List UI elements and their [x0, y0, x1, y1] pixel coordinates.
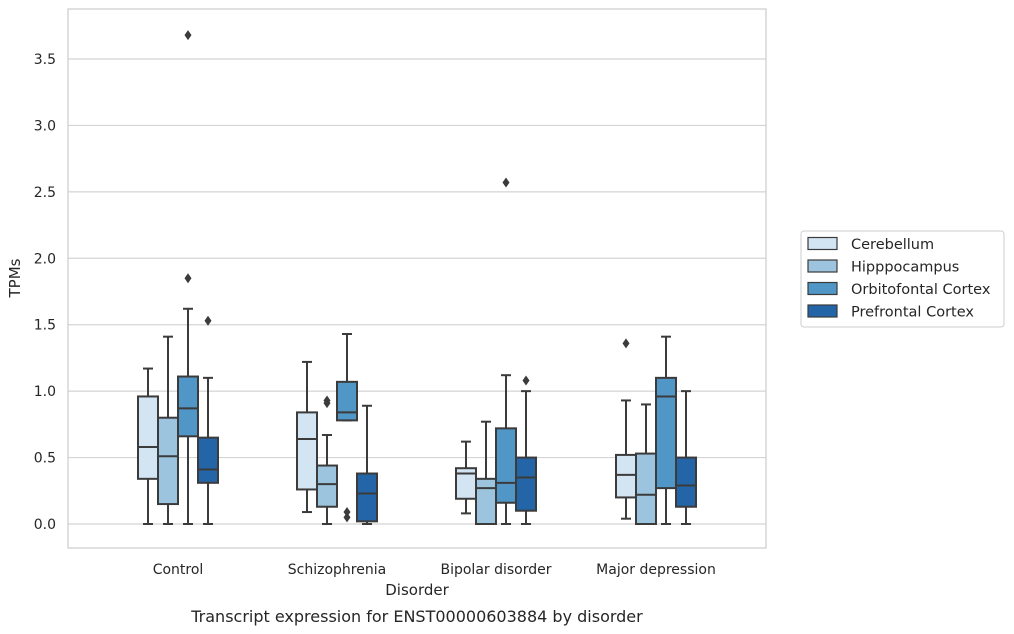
legend-frame [800, 230, 1005, 328]
y-tick-label: 0.0 [34, 517, 56, 533]
y-axis-label: TPMs [6, 258, 24, 298]
legend-entry: Orbitofontal Cortex [807, 281, 991, 298]
legend-swatch [807, 236, 838, 251]
box [336, 333, 358, 523]
series-hipppocampus [157, 335, 657, 526]
box [515, 375, 537, 525]
box-iqr [655, 376, 677, 490]
outlier-point [204, 315, 212, 326]
box-iqr [316, 464, 338, 508]
x-tick-label: Major depression [596, 562, 716, 578]
box [495, 177, 517, 525]
chart-caption: Transcript expression for ENST0000060388… [190, 607, 643, 626]
x-tick-label: Schizophrenia [288, 562, 386, 578]
box [675, 390, 697, 525]
box-iqr [356, 472, 378, 523]
box [177, 30, 199, 525]
y-tick-label: 3.0 [34, 118, 56, 134]
box-iqr [515, 456, 537, 512]
box-iqr [157, 416, 179, 506]
box [655, 335, 677, 525]
outlier-point [343, 507, 351, 518]
outlier-point [323, 395, 331, 406]
box [137, 367, 159, 525]
y-tick-labels: 0.0 0.5 1.0 1.5 2.0 2.5 3.0 3.5 [34, 52, 56, 533]
y-tick-label: 1.0 [34, 384, 56, 400]
box [635, 403, 657, 526]
x-tick-label: Control [153, 562, 204, 578]
legend-swatch [807, 304, 838, 318]
box [197, 315, 219, 525]
y-tick-label: 3.5 [34, 52, 56, 68]
legend: Cerebellum Hipppocampus Orbitofontal Corte… [800, 230, 1005, 328]
legend-label: Prefrontal Cortex [851, 305, 974, 321]
box-iqr [296, 411, 318, 491]
box-iqr [475, 477, 497, 526]
box-iqr [635, 452, 657, 526]
y-tick-label: 2.5 [34, 185, 56, 201]
outlier-point [343, 512, 351, 523]
box-iqr [675, 456, 697, 508]
box [296, 360, 318, 514]
legend-swatch [807, 259, 838, 273]
legend-label: Hipppocampus [851, 260, 959, 276]
outlier-point [522, 375, 530, 386]
x-axis-label: Disorder [385, 581, 449, 599]
legend-swatch [807, 281, 838, 296]
outlier-point [184, 30, 192, 41]
legend-entry: Prefrontal Cortex [807, 304, 974, 321]
outlier-point [622, 338, 630, 349]
box-iqr [137, 395, 159, 480]
plot-area-frame [67, 8, 767, 549]
y-tick-label: 1.5 [34, 318, 56, 334]
legend-entry: Hipppocampus [807, 259, 959, 276]
box [356, 404, 378, 525]
box-iqr [336, 380, 358, 422]
outlier-point [502, 177, 510, 188]
box-iqr [495, 427, 517, 504]
box [316, 395, 338, 525]
outlier-point [184, 273, 192, 284]
series-prefrontal-cortex [197, 315, 697, 525]
legend-label: Cerebellum [851, 237, 934, 253]
series-cerebellum [137, 338, 637, 525]
legend-entry: Cerebellum [807, 236, 934, 253]
box-iqr [197, 436, 219, 484]
box-iqr [615, 453, 637, 499]
y-tick-label: 0.5 [34, 451, 56, 467]
x-tick-labels: Control Schizophrenia Bipolar disorder Majo… [153, 562, 716, 578]
box-series-group [137, 30, 697, 526]
x-tick-label: Bipolar disorder [440, 562, 551, 578]
box [157, 335, 179, 525]
y-tick-label: 2.0 [34, 251, 56, 267]
series-orbitofontal-cortex [177, 30, 677, 525]
legend-label: Orbitofontal Cortex [851, 282, 991, 298]
box-iqr [177, 375, 199, 438]
